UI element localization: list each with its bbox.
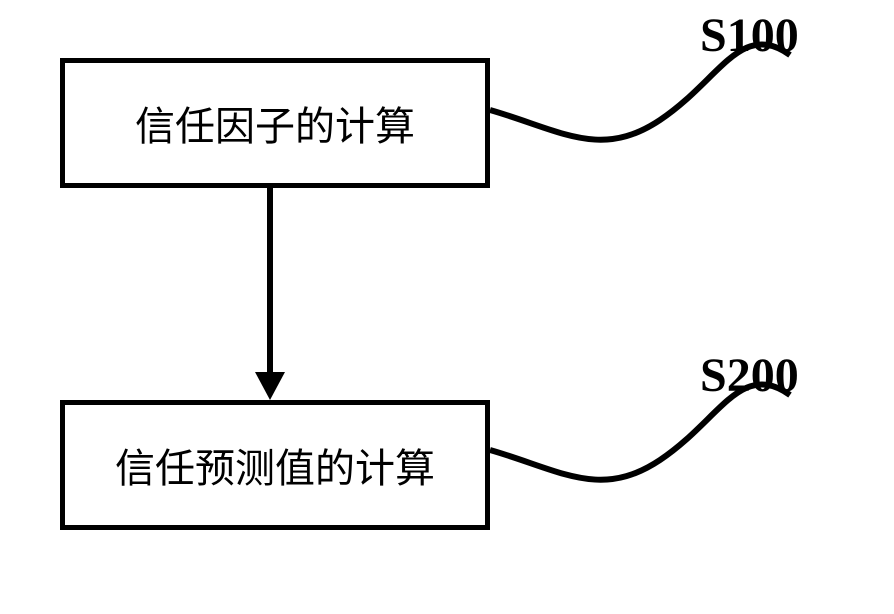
diagram-canvas: 信任因子的计算 信任预测值的计算 S100 S200 xyxy=(0,0,894,614)
squiggle-s200-icon xyxy=(0,0,894,614)
